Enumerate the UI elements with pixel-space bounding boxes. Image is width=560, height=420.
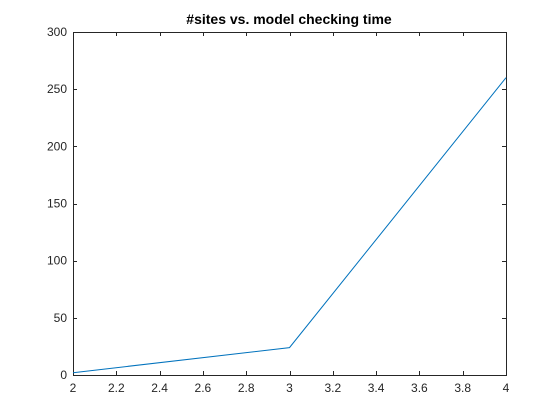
y-tick-label: 250 xyxy=(47,82,67,96)
y-axis: 0 50 100 150 200 250 300 xyxy=(47,25,506,382)
series-layer xyxy=(72,77,507,374)
x-tick-label: 3.8 xyxy=(454,381,471,395)
x-tick-label: 3.2 xyxy=(324,381,341,395)
x-tick-label: 2.8 xyxy=(238,381,255,395)
x-tick-label: 3.6 xyxy=(411,381,428,395)
x-tick-label: 4 xyxy=(503,381,510,395)
x-axis: 2 2.2 2.4 2.6 2.8 3 3.2 3.4 3.6 3.8 4 xyxy=(70,32,510,395)
x-tick-label: 3 xyxy=(286,381,293,395)
y-tick-label: 0 xyxy=(60,368,67,382)
chart-title: #sites vs. model checking time xyxy=(186,11,392,27)
y-tick-label: 50 xyxy=(54,311,68,325)
x-tick-label: 2.4 xyxy=(151,381,168,395)
plot-area xyxy=(73,32,506,375)
y-tick-label: 100 xyxy=(47,254,67,268)
x-tick-label: 2.6 xyxy=(195,381,212,395)
y-tick-label: 200 xyxy=(47,139,67,153)
y-tick-label: 150 xyxy=(47,197,67,211)
series-line xyxy=(72,77,507,374)
x-tick-label: 2.2 xyxy=(108,381,125,395)
x-tick-label: 2 xyxy=(70,381,77,395)
x-tick-label: 3.4 xyxy=(368,381,385,395)
y-tick-label: 300 xyxy=(47,25,67,39)
